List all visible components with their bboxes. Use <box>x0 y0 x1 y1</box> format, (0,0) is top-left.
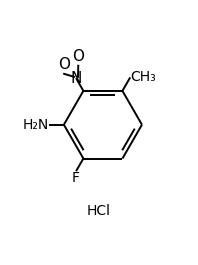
Text: CH₃: CH₃ <box>130 70 156 84</box>
Text: F: F <box>72 171 80 185</box>
Text: N: N <box>70 71 82 86</box>
Text: H₂N: H₂N <box>23 118 49 132</box>
Text: HCl: HCl <box>87 204 111 218</box>
Text: O: O <box>58 57 70 72</box>
Text: O: O <box>72 49 84 64</box>
